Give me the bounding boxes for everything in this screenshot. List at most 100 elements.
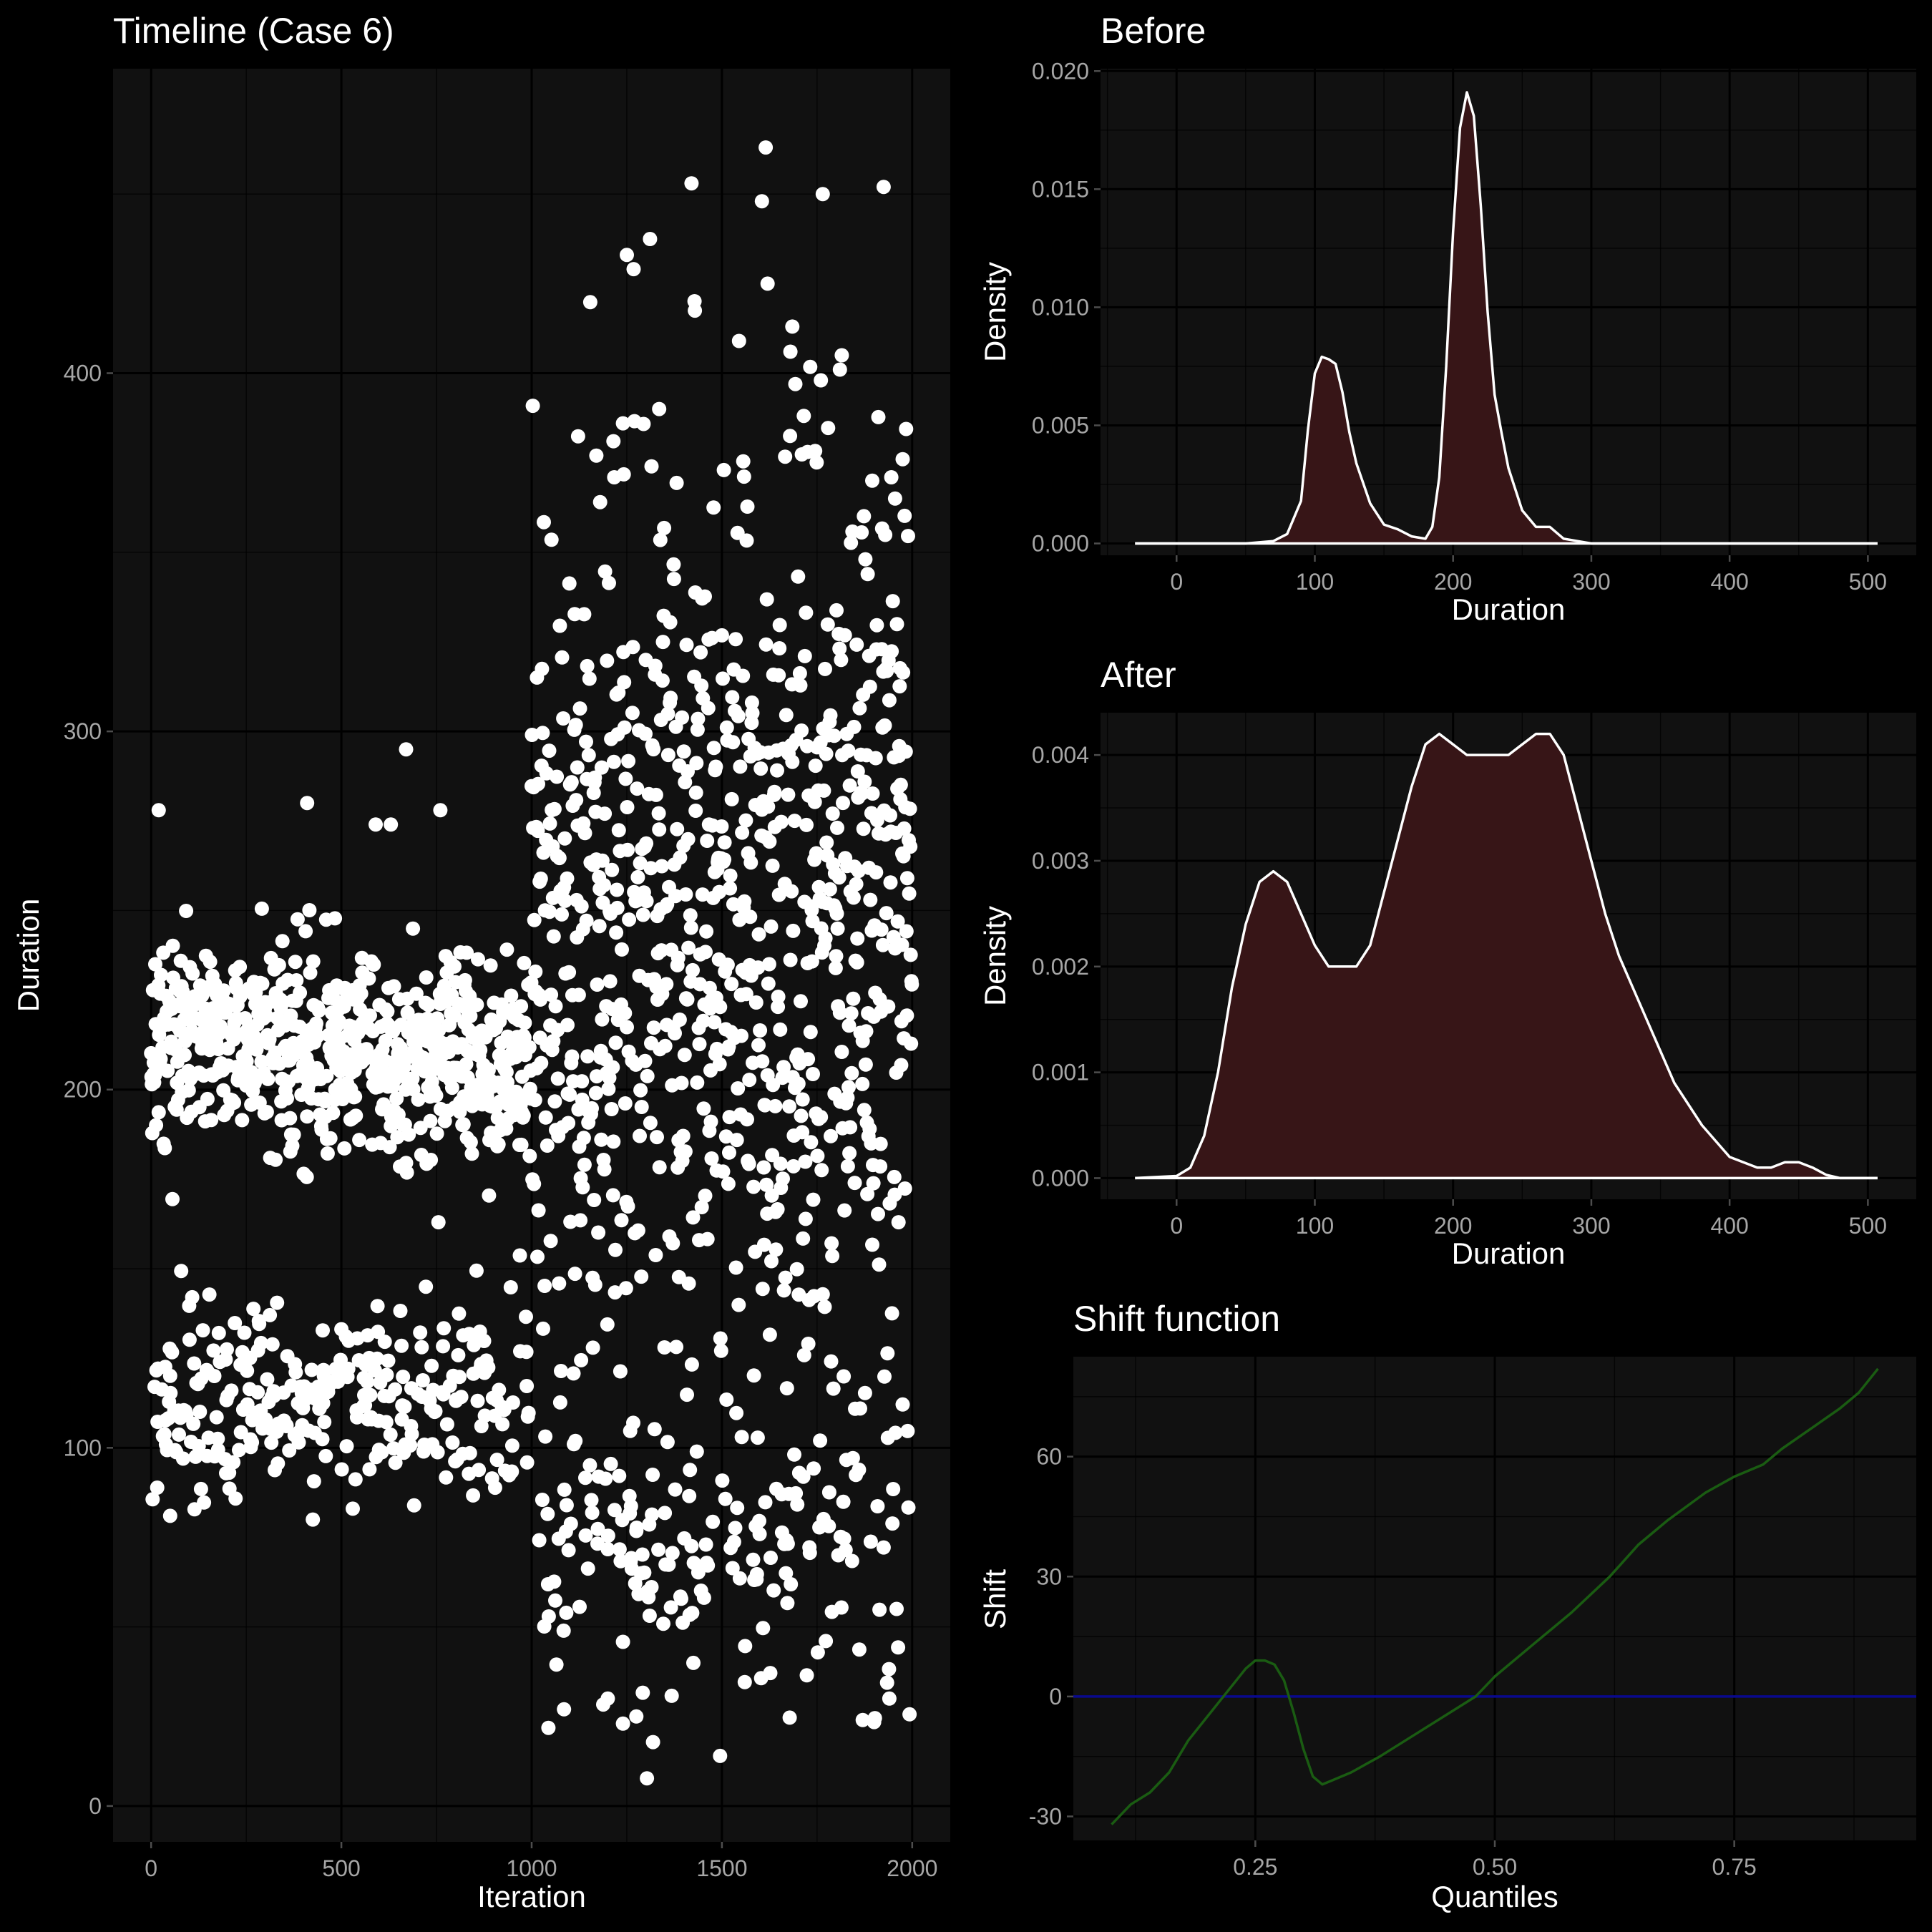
after-title: After <box>1101 655 1176 695</box>
timeline-point <box>849 637 864 652</box>
timeline-point <box>565 1049 580 1064</box>
timeline-point <box>581 748 596 763</box>
timeline-point <box>842 1146 857 1161</box>
timeline-point <box>191 1439 206 1453</box>
timeline-point <box>193 1481 208 1496</box>
timeline-point <box>892 679 907 694</box>
timeline-point <box>374 1445 389 1460</box>
timeline-point <box>445 1435 460 1450</box>
timeline-point <box>726 1534 741 1549</box>
timeline-point <box>779 1566 794 1581</box>
timeline-point <box>315 1432 330 1447</box>
timeline-point <box>674 1591 688 1606</box>
timeline-point <box>725 690 740 705</box>
timeline-point <box>512 1248 527 1263</box>
timeline-point <box>562 965 577 980</box>
timeline-point <box>645 1507 660 1522</box>
timeline-point <box>598 1471 613 1486</box>
timeline-point <box>629 1709 644 1724</box>
timeline-point <box>640 1068 655 1083</box>
timeline-point <box>559 1498 574 1513</box>
timeline-point <box>639 836 654 851</box>
timeline-point <box>656 1616 670 1631</box>
timeline-point <box>730 1501 745 1516</box>
shift-curve <box>1073 1367 1916 1825</box>
timeline-point <box>657 1340 672 1355</box>
timeline-point <box>880 1346 895 1361</box>
timeline-point <box>734 1430 749 1445</box>
timeline-point <box>690 1075 705 1090</box>
timeline-point <box>714 819 729 834</box>
timeline-point <box>556 1623 571 1638</box>
timeline-point <box>894 1058 909 1073</box>
timeline-point <box>519 1345 534 1360</box>
timeline-point <box>589 448 604 463</box>
timeline-point <box>540 1506 555 1521</box>
timeline-point <box>854 786 869 801</box>
shift-y-ticks: -30 0 30 60 <box>1029 1444 1073 1829</box>
timeline-point <box>731 1297 746 1312</box>
timeline-point <box>317 1415 332 1430</box>
timeline-point <box>737 1674 752 1689</box>
timeline-point <box>886 1482 901 1496</box>
timeline-point <box>712 1057 727 1072</box>
timeline-point <box>370 1351 385 1366</box>
timeline-point <box>499 1065 514 1080</box>
timeline-point <box>399 742 414 757</box>
timeline-point <box>772 641 787 655</box>
timeline-point <box>686 962 700 977</box>
timeline-point <box>714 628 729 643</box>
timeline-point <box>530 824 545 839</box>
timeline-point <box>824 1354 839 1369</box>
timeline-point <box>787 814 802 829</box>
timeline-point <box>610 882 625 897</box>
timeline-point <box>259 1008 274 1023</box>
timeline-point <box>713 1000 728 1015</box>
timeline-point <box>580 1561 595 1576</box>
timeline-point <box>638 726 653 741</box>
timeline-point <box>522 1148 537 1163</box>
timeline-point <box>587 1277 602 1292</box>
timeline-point <box>423 1113 438 1128</box>
timeline-point <box>604 1102 619 1116</box>
timeline-point <box>611 823 626 838</box>
timeline-point <box>541 1720 556 1735</box>
timeline-point <box>618 1005 633 1020</box>
timeline-point <box>698 1189 713 1204</box>
before-x-tick-label: 200 <box>1434 569 1472 595</box>
timeline-point <box>783 344 798 359</box>
timeline-point <box>148 957 162 972</box>
timeline-point <box>734 1028 748 1043</box>
timeline-point <box>271 957 286 972</box>
timeline-point <box>471 952 485 967</box>
timeline-point <box>605 862 620 877</box>
timeline-point <box>706 1514 721 1529</box>
timeline-point <box>352 1133 367 1148</box>
timeline-point <box>615 1634 630 1649</box>
timeline-point <box>675 1128 691 1143</box>
timeline-point <box>259 1105 274 1119</box>
timeline-point <box>758 1098 772 1113</box>
before-density-line <box>1135 91 1878 545</box>
timeline-point <box>834 1045 849 1059</box>
timeline-point <box>525 728 540 742</box>
timeline-point <box>531 776 545 791</box>
timeline-x-tick-label: 2000 <box>887 1855 937 1881</box>
timeline-point <box>591 1225 606 1240</box>
timeline-point <box>807 794 822 809</box>
timeline-point <box>582 671 597 686</box>
timeline-point <box>550 1071 565 1086</box>
timeline-point <box>544 987 559 1002</box>
timeline-point <box>769 1242 784 1257</box>
timeline-point <box>197 1495 212 1510</box>
timeline-point <box>679 638 694 653</box>
timeline-point <box>424 1153 439 1167</box>
timeline-point <box>192 1405 208 1419</box>
timeline-point <box>678 1144 693 1159</box>
timeline-point <box>725 1561 740 1576</box>
timeline-point <box>690 722 705 737</box>
timeline-point <box>669 475 684 490</box>
timeline-point <box>531 1203 546 1218</box>
after-x-axis-label: Duration <box>1452 1236 1566 1270</box>
timeline-point <box>791 1076 806 1091</box>
